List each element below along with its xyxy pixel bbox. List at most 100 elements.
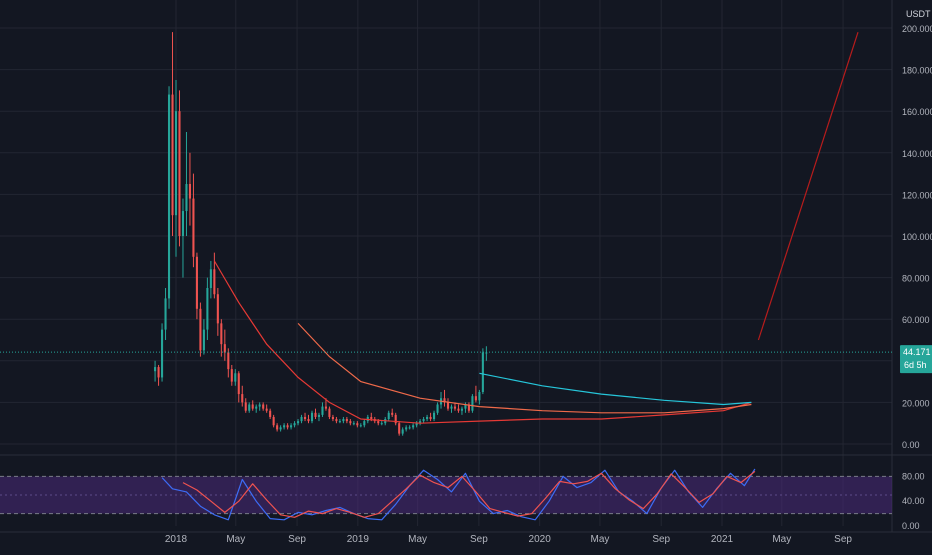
candle[interactable] bbox=[314, 408, 317, 420]
candle[interactable] bbox=[474, 385, 477, 403]
candle[interactable] bbox=[450, 404, 453, 413]
candle[interactable] bbox=[436, 402, 439, 415]
candle[interactable] bbox=[216, 288, 219, 336]
candle[interactable] bbox=[453, 402, 457, 411]
candle[interactable] bbox=[460, 406, 463, 415]
candle[interactable] bbox=[223, 329, 226, 361]
candle[interactable] bbox=[258, 402, 261, 411]
candle[interactable] bbox=[307, 414, 310, 424]
candle[interactable] bbox=[300, 414, 303, 424]
candle[interactable] bbox=[310, 410, 314, 424]
candle[interactable] bbox=[429, 412, 432, 422]
candle-body bbox=[237, 373, 240, 395]
candle-body bbox=[380, 423, 383, 425]
candle[interactable] bbox=[262, 402, 265, 411]
candle[interactable] bbox=[220, 319, 223, 357]
candle[interactable] bbox=[422, 416, 425, 424]
candle-body bbox=[286, 425, 289, 428]
candle[interactable] bbox=[481, 348, 484, 395]
candle[interactable] bbox=[234, 369, 237, 386]
candle[interactable] bbox=[328, 406, 331, 420]
candle[interactable] bbox=[331, 414, 334, 422]
candle[interactable] bbox=[283, 423, 286, 430]
candle[interactable] bbox=[405, 425, 408, 432]
candle[interactable] bbox=[251, 400, 254, 411]
candle[interactable] bbox=[338, 419, 341, 424]
candle[interactable] bbox=[419, 419, 422, 426]
candle[interactable] bbox=[178, 90, 181, 247]
moving-average-mid bbox=[297, 322, 752, 414]
currency-label: USDT bbox=[906, 9, 931, 19]
candle[interactable] bbox=[363, 419, 366, 428]
candle[interactable] bbox=[276, 423, 279, 432]
candle[interactable] bbox=[272, 414, 275, 428]
candle[interactable] bbox=[164, 288, 167, 340]
candle[interactable] bbox=[335, 416, 338, 424]
candle[interactable] bbox=[352, 421, 355, 426]
candle[interactable] bbox=[241, 385, 244, 407]
candle[interactable] bbox=[433, 410, 436, 422]
candle[interactable] bbox=[401, 427, 404, 436]
candle[interactable] bbox=[286, 423, 289, 430]
candle[interactable] bbox=[317, 412, 321, 422]
candle[interactable] bbox=[398, 421, 401, 436]
candle[interactable] bbox=[303, 412, 307, 422]
candle[interactable] bbox=[471, 394, 474, 413]
candle[interactable] bbox=[206, 277, 209, 340]
candle[interactable] bbox=[154, 360, 157, 382]
candle[interactable] bbox=[342, 416, 345, 424]
candle[interactable] bbox=[293, 421, 296, 428]
candle[interactable] bbox=[345, 416, 348, 424]
candle-body bbox=[460, 408, 463, 411]
candle[interactable] bbox=[265, 404, 268, 413]
candle[interactable] bbox=[230, 364, 233, 386]
candle[interactable] bbox=[269, 408, 272, 420]
candle[interactable] bbox=[248, 402, 251, 413]
candle[interactable] bbox=[485, 346, 488, 361]
candle[interactable] bbox=[359, 423, 362, 428]
candle[interactable] bbox=[185, 132, 188, 236]
candle[interactable] bbox=[213, 252, 216, 299]
candle-body bbox=[412, 425, 415, 428]
candle[interactable] bbox=[297, 419, 300, 426]
candle[interactable] bbox=[349, 419, 352, 426]
candle[interactable] bbox=[188, 152, 191, 226]
candle[interactable] bbox=[157, 364, 160, 386]
candle-body bbox=[227, 352, 230, 370]
candle[interactable] bbox=[181, 198, 185, 278]
candle[interactable] bbox=[202, 319, 205, 355]
candle[interactable] bbox=[255, 404, 258, 413]
candle[interactable] bbox=[443, 389, 446, 407]
candle[interactable] bbox=[290, 423, 293, 430]
candle[interactable] bbox=[174, 80, 178, 257]
candle[interactable] bbox=[192, 173, 195, 268]
candle[interactable] bbox=[171, 32, 174, 236]
candle[interactable] bbox=[321, 402, 324, 417]
candle[interactable] bbox=[408, 425, 411, 430]
candle[interactable] bbox=[380, 421, 383, 426]
candle-body bbox=[303, 416, 307, 420]
candle[interactable] bbox=[244, 398, 247, 413]
candle[interactable] bbox=[167, 86, 171, 309]
candle[interactable] bbox=[237, 371, 240, 403]
candle[interactable] bbox=[426, 414, 429, 422]
candle[interactable] bbox=[467, 402, 470, 413]
candle[interactable] bbox=[199, 302, 202, 357]
candle[interactable] bbox=[209, 260, 212, 299]
candle-body bbox=[279, 427, 282, 430]
candle[interactable] bbox=[387, 410, 390, 422]
candle[interactable] bbox=[457, 404, 460, 413]
candle[interactable] bbox=[356, 421, 359, 428]
candle[interactable] bbox=[415, 421, 418, 428]
candle[interactable] bbox=[391, 408, 394, 417]
candle[interactable] bbox=[478, 389, 481, 405]
candle[interactable] bbox=[195, 252, 198, 320]
candle[interactable] bbox=[227, 348, 230, 378]
candle[interactable] bbox=[412, 423, 415, 430]
candle-body bbox=[446, 402, 450, 409]
candle[interactable] bbox=[446, 398, 450, 411]
candle[interactable] bbox=[394, 412, 397, 426]
candle[interactable] bbox=[279, 425, 282, 432]
